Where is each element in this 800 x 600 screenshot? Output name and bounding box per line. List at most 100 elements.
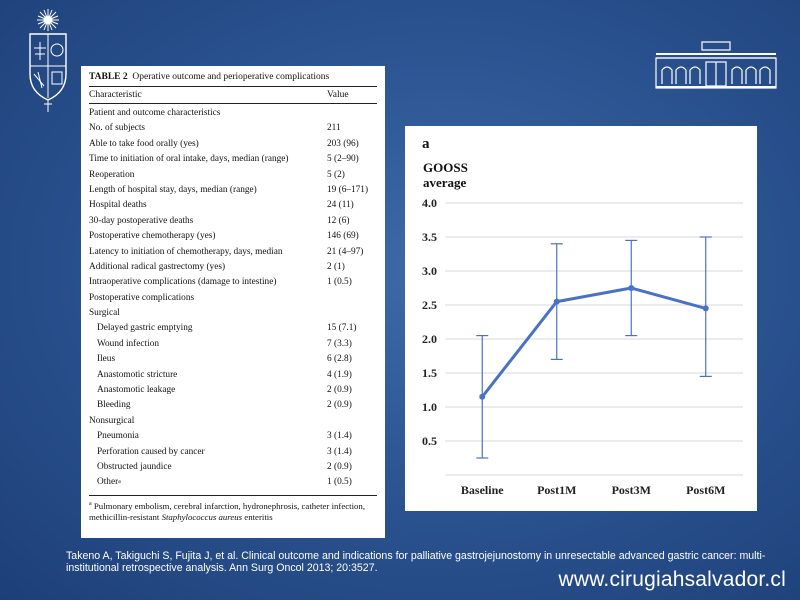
row-label: Able to take food orally (yes) [89,138,199,149]
table-row: Additional radical gastrectomy (yes) 2 (1… [89,260,377,275]
row-label: Reoperation [89,169,135,180]
row-label: Latency to initiation of chemotherapy, d… [89,246,283,257]
series-line [481,286,707,398]
y-tick-label: 1.0 [422,400,437,414]
chart-canvas: 0.5 1.0 1.5 2.0 2.5 3.0 3.5 4.0 Baseline Post1M Po… [422,196,743,497]
table-row: Pneumonia 3 (1.4) [89,429,377,444]
row-label: 30-day postoperative deaths [89,215,194,226]
table-row: Time to initiation of oral intake, days,… [89,152,377,167]
row-label: Nonsurgical [89,415,135,426]
y-tick-label: 1.5 [422,366,437,380]
table-row: Bleeding 2 (0.9) [89,398,377,413]
row-label: Postoperative complications [89,292,195,303]
row-value: 203 (96) [327,138,359,149]
table-row: Wound infection 7 (3.3) [89,337,377,352]
table-row: Obstructed jaundice 2 (0.9) [89,460,377,475]
website-url[interactable]: www.cirugiahsalvador.cl [558,568,786,591]
data-point [628,285,635,291]
table-row: Patient and outcome characteristics [89,106,377,121]
table-body: Patient and outcome characteristics No. o… [89,104,377,491]
gooss-chart: a GOOSS average 0.5 1.0 1.5 2.0 2.5 3.0 3.5 4.0… [405,126,757,511]
row-label: Additional radical gastrectomy (yes) [89,261,226,272]
row-value: 2 (0.9) [327,400,352,411]
row-label: Anastomotic leakage [97,385,176,396]
table-row: Length of hospital stay, days, median (r… [89,183,377,198]
y-tick-label: 4.0 [422,196,437,210]
hospital-building-icon [655,41,777,89]
table-title: TABLE 2 Operative outcome and perioperat… [89,72,330,82]
table-row: Ileus 6 (2.8) [89,352,377,367]
table-row: Reoperation 5 (2) [89,168,377,183]
row-value [327,414,377,429]
row-value: 5 (2–90) [327,154,359,165]
row-label: Perforation caused by cancer [97,446,205,457]
row-value: 3 (1.4) [327,431,352,442]
row-value: 146 (69) [327,231,359,242]
row-label: Delayed gastric emptying [97,323,193,334]
y-tick-label: 2.5 [422,298,437,312]
row-value: 2 (0.9) [327,461,352,472]
row-label: No. of subjects [89,123,146,134]
complications-table: TABLE 2 Operative outcome and perioperat… [81,66,385,538]
table-row: Postoperative complications [89,291,377,306]
university-crest-icon [29,9,67,112]
column-header-value: Value [327,90,349,100]
table-row: Surgical [89,306,377,321]
row-value: 2 (0.9) [327,385,352,396]
table-row: Latency to initiation of chemotherapy, d… [89,245,377,260]
row-footnote-mark: a [118,479,121,486]
row-value: 211 [327,123,341,134]
row-label: Patient and outcome characteristics [89,108,221,118]
table-row: No. of subjects 211 [89,121,377,136]
table-row: Hospital deaths 24 (11) [89,198,377,213]
y-tick-label: 3.0 [422,264,437,278]
row-value: 4 (1.9) [327,369,352,380]
row-value: 15 (7.1) [327,323,357,334]
row-label: Time to initiation of oral intake, days,… [89,154,289,165]
data-point [553,298,560,305]
table-row: Able to take food orally (yes) 203 (96) [89,137,377,152]
citation: Takeno A, Takiguchi S, Fujita J, et al. … [66,550,766,574]
table-header: Characteristic Value [89,86,377,104]
row-label: Postoperative chemotherapy (yes) [89,231,216,242]
y-tick-label: 0.5 [422,434,437,448]
table-footnote: a Pulmonary embolism, cerebral infarctio… [89,494,377,523]
table-row: Nonsurgical [89,414,377,429]
panel-letter: a [422,136,430,152]
y-tick-label: 3.5 [422,230,437,244]
row-value: 7 (3.3) [327,338,352,349]
table-row: Intraoperative complications (damage to … [89,275,377,290]
y-tick-label: 2.0 [422,332,437,346]
row-value [327,106,377,121]
table-row: Perforation caused by cancer 3 (1.4) [89,445,377,460]
row-label: Other [97,477,119,488]
row-label: Bleeding [97,400,131,411]
row-label: Hospital deaths [89,200,147,211]
row-label: Surgical [89,308,120,319]
row-label: Obstructed jaundice [97,461,172,472]
column-header-characteristic: Characteristic [89,90,142,100]
x-tick-label: Post3M [612,483,651,497]
data-point [702,305,709,312]
table-row: Anastomotic stricture 4 (1.9) [89,368,377,383]
row-label: Anastomotic stricture [97,369,178,380]
row-value: 24 (11) [327,200,354,211]
table-row: Other a 1 (0.5) [89,475,377,490]
row-label: Ileus [97,354,116,365]
row-label: Wound infection [97,338,159,349]
row-value: 21 (4–97) [327,246,364,257]
table-row: Postoperative chemotherapy (yes) 146 (69) [89,229,377,244]
row-value: 19 (6–171) [327,184,369,195]
table-row: Anastomotic leakage 2 (0.9) [89,383,377,398]
row-value: 5 (2) [327,169,345,180]
row-value: 6 (2.8) [327,354,352,365]
data-point [479,393,486,400]
x-tick-label: Post6M [686,483,725,497]
row-value: 3 (1.4) [327,446,352,457]
x-tick-label: Post1M [537,483,576,497]
y-axis-title: GOOSS average [423,160,468,190]
row-label: Length of hospital stay, days, median (r… [89,184,257,195]
row-value: 1 (0.5) [327,277,352,288]
row-value: 12 (6) [327,215,350,226]
